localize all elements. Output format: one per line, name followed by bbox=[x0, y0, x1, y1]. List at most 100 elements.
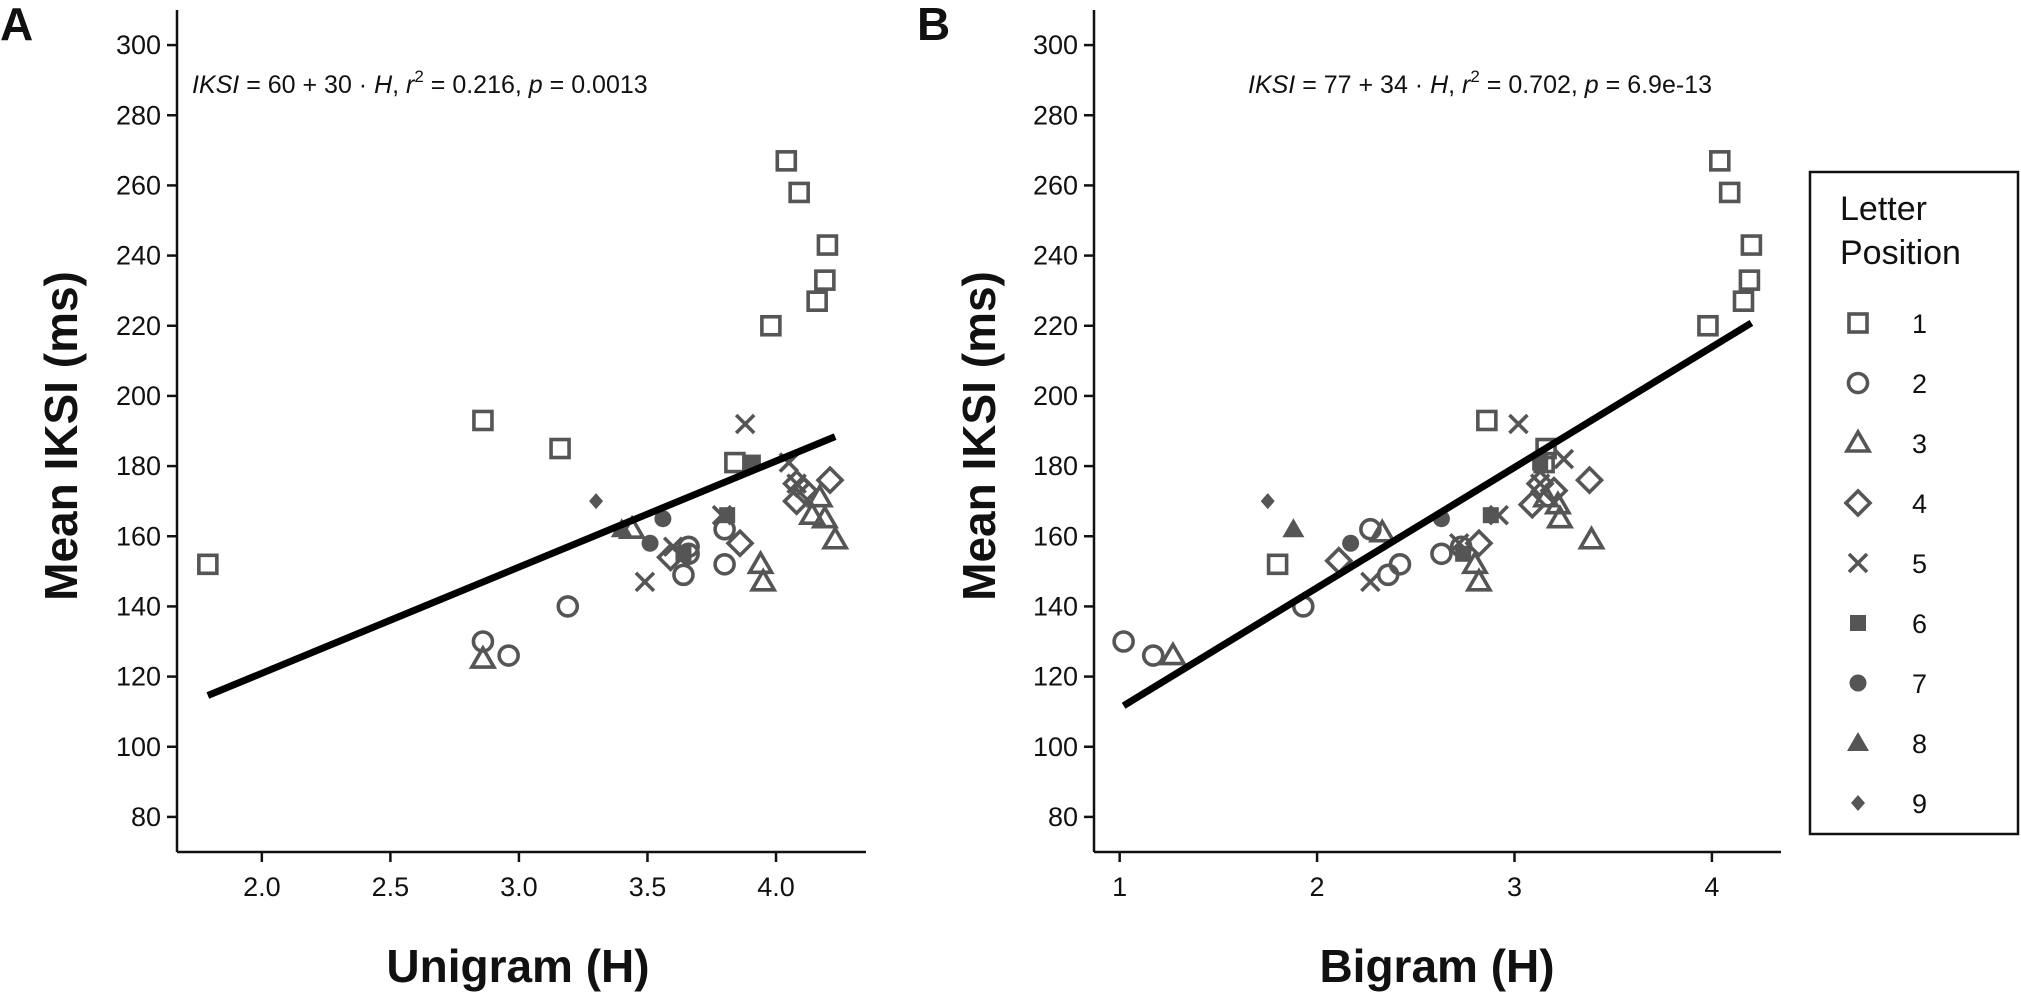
legend-marker-5 bbox=[1847, 552, 1869, 574]
panel-a-point-pos5 bbox=[786, 473, 807, 494]
panel-b-point-pos1 bbox=[1476, 409, 1498, 432]
panel-b: B 80 100 120 140 160 180 200 220 240 260 280 300 1 2… bbox=[917, 0, 1781, 992]
panel-a-point-pos4 bbox=[782, 486, 812, 516]
panel-b-point-pos1 bbox=[1709, 150, 1731, 172]
panel-a-point-pos1 bbox=[549, 437, 571, 460]
panel-b-x-ticks: 1 2 3 4 bbox=[1112, 852, 1719, 902]
legend-label-7: 7 bbox=[1912, 669, 1927, 699]
panel-a-x-tick-label: 2.0 bbox=[243, 872, 281, 902]
panel-b-point-pos2 bbox=[1141, 644, 1165, 667]
panel-b-point-pos3 bbox=[1545, 504, 1575, 529]
legend-marker-8 bbox=[1847, 732, 1869, 751]
panel-a-y-tick-label: 80 bbox=[131, 802, 161, 832]
panel-b-point-pos3 bbox=[1460, 549, 1490, 575]
panel-b-point-pos3 bbox=[1368, 518, 1397, 543]
panel-a-point-pos1 bbox=[197, 553, 219, 576]
panel-a-point-pos6 bbox=[719, 507, 736, 524]
panel-b-point-pos6 bbox=[1482, 507, 1499, 524]
panel-b-label: B bbox=[917, 0, 950, 50]
panel-a-point-pos2 bbox=[497, 644, 520, 667]
panel-a-y-tick-label: 260 bbox=[116, 170, 161, 200]
panel-a-point-pos5 bbox=[734, 413, 756, 435]
panel-a-fit bbox=[206, 433, 837, 699]
panel-b-point-pos1 bbox=[1718, 181, 1741, 204]
panel-a-y-tick-label: 240 bbox=[116, 241, 161, 271]
panel-b-y-tick-label: 180 bbox=[1033, 451, 1078, 481]
panel-b-y-tick-label: 240 bbox=[1033, 241, 1078, 271]
legend-marker-9 bbox=[1851, 795, 1865, 811]
legend-label-9: 9 bbox=[1912, 789, 1927, 819]
panel-a-y-tick-label: 280 bbox=[116, 100, 161, 130]
panel-a-point-pos4 bbox=[725, 528, 755, 558]
panel-b-points bbox=[1112, 150, 1763, 667]
panel-a-point-pos3 bbox=[810, 504, 839, 529]
panel-b-point-pos4 bbox=[1517, 490, 1547, 520]
panel-b-point-pos3 bbox=[1464, 567, 1494, 592]
panel-b-y-tick-label: 280 bbox=[1033, 100, 1078, 130]
panel-a-point-pos1 bbox=[775, 150, 798, 172]
panel-a-point-pos2 bbox=[713, 553, 736, 576]
panel-a-point-pos4 bbox=[815, 465, 845, 495]
panel-a-point-pos3 bbox=[797, 500, 827, 526]
legend-title-line2: Position bbox=[1840, 234, 1961, 272]
legend-items: 1 2 3 4 5 6 7 8 9 bbox=[1843, 309, 1927, 819]
panel-b-equation: IKSI = 77 + 34 · H, r2 = 0.702, p = 6.9e… bbox=[1248, 67, 1712, 99]
panel-a-y-ticks: 80 100 120 140 160 180 200 220 240 260 280 300 bbox=[116, 30, 177, 832]
panel-b-y-tick-label: 260 bbox=[1033, 170, 1078, 200]
panel-a-point-pos7 bbox=[641, 534, 659, 552]
panel-b-point-pos2 bbox=[1376, 563, 1400, 587]
panel-a-point-pos2 bbox=[672, 563, 695, 587]
panel-a-equation: IKSI = 60 + 30 · H, r2 = 0.216, p = 0.00… bbox=[192, 67, 648, 99]
panel-b-y-ticks: 80 100 120 140 160 180 200 220 240 260 280 300 bbox=[1033, 30, 1094, 832]
panel-b-x-tick-label: 3 bbox=[1507, 872, 1522, 902]
panel-a-point-pos1 bbox=[816, 234, 839, 256]
panel-b-y-tick-label: 160 bbox=[1033, 521, 1078, 551]
panel-a-point-pos1 bbox=[806, 290, 828, 312]
panel-a-point-pos7 bbox=[654, 510, 672, 528]
panel-b-point-pos8 bbox=[1282, 518, 1305, 538]
legend-marker-7 bbox=[1849, 674, 1867, 692]
panel-b-regression-line bbox=[1121, 319, 1754, 709]
legend-label-2: 2 bbox=[1912, 369, 1927, 399]
legend-label-6: 6 bbox=[1912, 609, 1927, 639]
panel-b-point-pos4 bbox=[1574, 465, 1605, 495]
panel-b-point-pos4 bbox=[1464, 528, 1494, 558]
panel-b-point-pos4 bbox=[1525, 469, 1555, 499]
panel-b-point-pos5 bbox=[1529, 473, 1551, 494]
panel-b-point-pos1 bbox=[1732, 290, 1755, 312]
panel-a-point-pos6 bbox=[675, 545, 692, 562]
panel-a-x-tick-label: 3.5 bbox=[629, 872, 667, 902]
panel-a-point-pos5 bbox=[634, 571, 656, 593]
legend-label-8: 8 bbox=[1912, 729, 1927, 759]
panel-a-x-axis-title: Unigram (H) bbox=[386, 940, 649, 992]
panel-b-y-tick-label: 220 bbox=[1033, 311, 1078, 341]
panel-b-point-pos2 bbox=[1388, 553, 1412, 576]
panel-a-point-pos9 bbox=[589, 493, 604, 510]
panel-a-y-tick-label: 220 bbox=[116, 311, 161, 341]
panel-b-point-pos1 bbox=[1738, 269, 1761, 291]
panel-a-point-pos4 bbox=[789, 476, 819, 506]
panel-a-x-tick-label: 2.5 bbox=[372, 872, 410, 902]
panel-a-point-pos2 bbox=[556, 595, 580, 618]
legend-label-4: 4 bbox=[1912, 489, 1927, 519]
panel-b-point-pos5 bbox=[1553, 448, 1575, 470]
panel-a-point-pos3 bbox=[746, 549, 775, 575]
panel-b-x-tick-label: 1 bbox=[1112, 872, 1127, 902]
panel-b-point-pos9 bbox=[1260, 493, 1275, 510]
panel-a-point-pos3 bbox=[749, 567, 778, 592]
panel-b-x-tick-label: 4 bbox=[1704, 872, 1719, 902]
panel-b-fit bbox=[1121, 319, 1754, 709]
panel-b-point-pos1 bbox=[1266, 553, 1289, 576]
panel-b-point-pos2 bbox=[1112, 630, 1135, 653]
panel-a-regression-line bbox=[206, 433, 837, 699]
legend-label-5: 5 bbox=[1912, 549, 1927, 579]
panel-a-point-pos1 bbox=[724, 451, 746, 474]
panel-b-point-pos1 bbox=[1740, 234, 1763, 256]
panel-a-y-tick-label: 120 bbox=[116, 662, 161, 692]
panel-b-point-pos3 bbox=[1577, 525, 1606, 550]
panel-a-point-pos1 bbox=[814, 269, 836, 291]
panel-a-y-tick-label: 200 bbox=[116, 381, 161, 411]
panel-b-y-tick-label: 300 bbox=[1033, 30, 1078, 60]
legend-label-3: 3 bbox=[1912, 429, 1927, 459]
